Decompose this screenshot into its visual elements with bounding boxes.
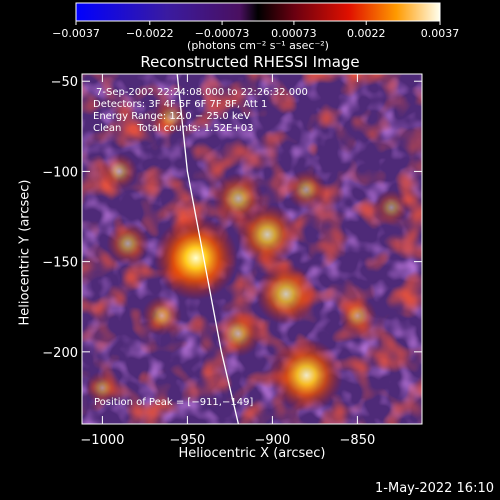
colorbar-tick-label: −0.00073	[195, 27, 250, 40]
colorbar-tick-label: 0.0022	[347, 27, 386, 40]
annotation-time: 7-Sep-2002 22:24:08.000 to 22:26:32.000	[96, 87, 308, 98]
y-tick-label: −200	[42, 346, 78, 361]
y-axis-label: Heliocentric Y (arcsec)	[17, 179, 33, 326]
solar-limb-curve	[176, 74, 240, 424]
y-tick-label: −50	[51, 75, 78, 90]
y-tick-label: −100	[42, 165, 78, 180]
footer-timestamp: 1-May-2022 16:10	[375, 481, 494, 496]
annotation-energy: Energy Range: 12.0 − 25.0 keV	[93, 111, 251, 122]
x-axis-label: Heliocentric X (arcsec)	[178, 446, 326, 461]
emission-source	[106, 221, 150, 266]
annotation-peak: Position of Peak = [−911,−149]	[94, 397, 254, 408]
colorbar-area: −0.0037 −0.0022 −0.00073 0.00073 0.0022 0.003…	[52, 2, 459, 52]
x-axis-ticks: −1000 −950 −900 −850	[80, 74, 375, 448]
emission-source	[85, 370, 120, 405]
emission-source	[213, 173, 264, 224]
emission-source	[100, 152, 138, 190]
colorbar-tick-label: −0.0037	[52, 27, 100, 40]
annotation-detectors: Detectors: 3F 4F 5F 6F 7F 8F, Att 1	[93, 99, 268, 110]
colorbar-tick-label: 0.00073	[271, 27, 317, 40]
annotation-clean: Clean Total counts: 1.52E+03	[93, 123, 254, 134]
emission-source	[215, 310, 262, 357]
image-map	[82, 74, 422, 424]
emission-source	[141, 295, 182, 336]
colorbar-units: (photons cm⁻² s⁻¹ asec⁻²)	[187, 39, 329, 52]
y-axis-ticks: −50 −100 −150 −200	[42, 75, 422, 361]
x-tick-label: −1000	[80, 433, 124, 448]
emission-source	[152, 99, 189, 136]
emission-sources	[85, 99, 410, 412]
emission-source	[286, 169, 327, 210]
colorbar-tick-label: −0.0022	[126, 27, 174, 40]
chart-title: Reconstructed RHESSI Image	[140, 53, 360, 71]
emission-source	[269, 338, 344, 412]
emission-source	[373, 189, 410, 226]
colorbar	[75, 2, 441, 22]
y-tick-label: −150	[42, 256, 78, 271]
emission-source	[255, 263, 317, 325]
emission-source	[153, 216, 238, 301]
colorbar-tick-label: 0.0037	[421, 27, 460, 40]
x-tick-label: −850	[340, 433, 376, 448]
x-tick-label: −950	[170, 433, 206, 448]
emission-source	[338, 296, 377, 336]
colorbar-ticks: −0.0037 −0.0022 −0.00073 0.00073 0.0022 0.003…	[52, 21, 459, 40]
x-tick-label: −900	[255, 433, 291, 448]
plot-frame	[81, 73, 423, 425]
